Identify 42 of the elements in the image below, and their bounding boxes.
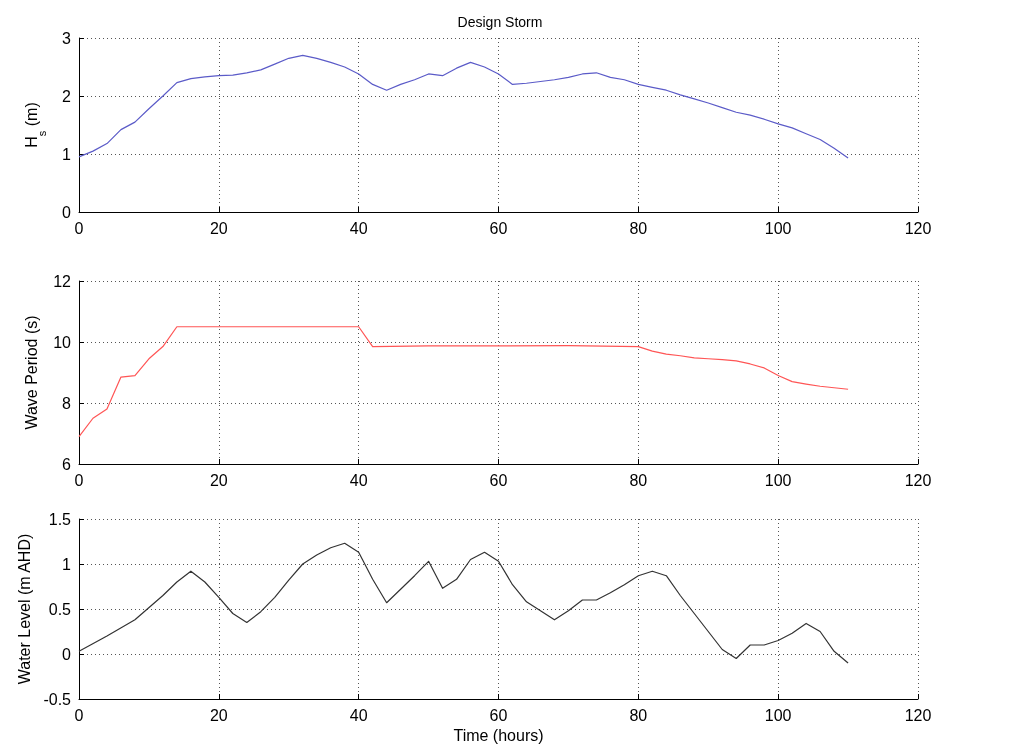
x-tick-label: 60 — [489, 706, 508, 724]
x-tick-label: 60 — [489, 471, 508, 489]
x-tick-label: 20 — [209, 706, 228, 724]
x-tick-label: 120 — [904, 471, 932, 489]
x-tick-label: 60 — [489, 219, 508, 237]
x-tick-label: 40 — [349, 219, 368, 237]
chart-title: Design Storm — [457, 14, 543, 30]
x-tick-label: 80 — [629, 471, 648, 489]
y-tick-label: 0 — [62, 203, 72, 221]
x-tick-label: 20 — [209, 471, 228, 489]
x-tick-label: 100 — [764, 706, 792, 724]
y-tick-label: 10 — [53, 333, 72, 351]
x-tick-label: 80 — [629, 219, 648, 237]
x-axis-title: Time (hours) — [453, 727, 544, 745]
x-tick-label: 100 — [764, 219, 792, 237]
y-tick-label: 1 — [62, 555, 72, 573]
line-series — [78, 542, 849, 664]
y-tick-label: 0.5 — [48, 600, 72, 618]
y-tick-label: 12 — [53, 272, 72, 290]
x-tick-label: 120 — [904, 706, 932, 724]
y-axis-title: Hs (m) — [22, 102, 48, 148]
x-tick-label: 40 — [349, 706, 368, 724]
y-tick-label: 0 — [62, 645, 72, 663]
x-tick-label: 0 — [74, 219, 84, 237]
x-tick-label: 120 — [904, 219, 932, 237]
y-tick-label: -0.5 — [43, 690, 72, 708]
y-tick-label: 8 — [62, 394, 72, 412]
y-tick-label: 3 — [62, 29, 72, 47]
x-tick-label: 100 — [764, 471, 792, 489]
line-series — [78, 326, 849, 438]
y-tick-label: 2 — [62, 87, 72, 105]
y-tick-label: 1.5 — [48, 510, 72, 528]
x-tick-label: 20 — [209, 219, 228, 237]
x-tick-label: 80 — [629, 706, 648, 724]
x-tick-label: 40 — [349, 471, 368, 489]
y-tick-label: 6 — [62, 455, 72, 473]
y-tick-label: 1 — [62, 145, 72, 163]
x-tick-label: 0 — [74, 706, 84, 724]
x-tick-label: 0 — [74, 471, 84, 489]
y-axis-title: Water Level (m AHD) — [16, 533, 34, 685]
line-series — [78, 54, 849, 159]
y-axis-title: Wave Period (s) — [22, 315, 40, 430]
